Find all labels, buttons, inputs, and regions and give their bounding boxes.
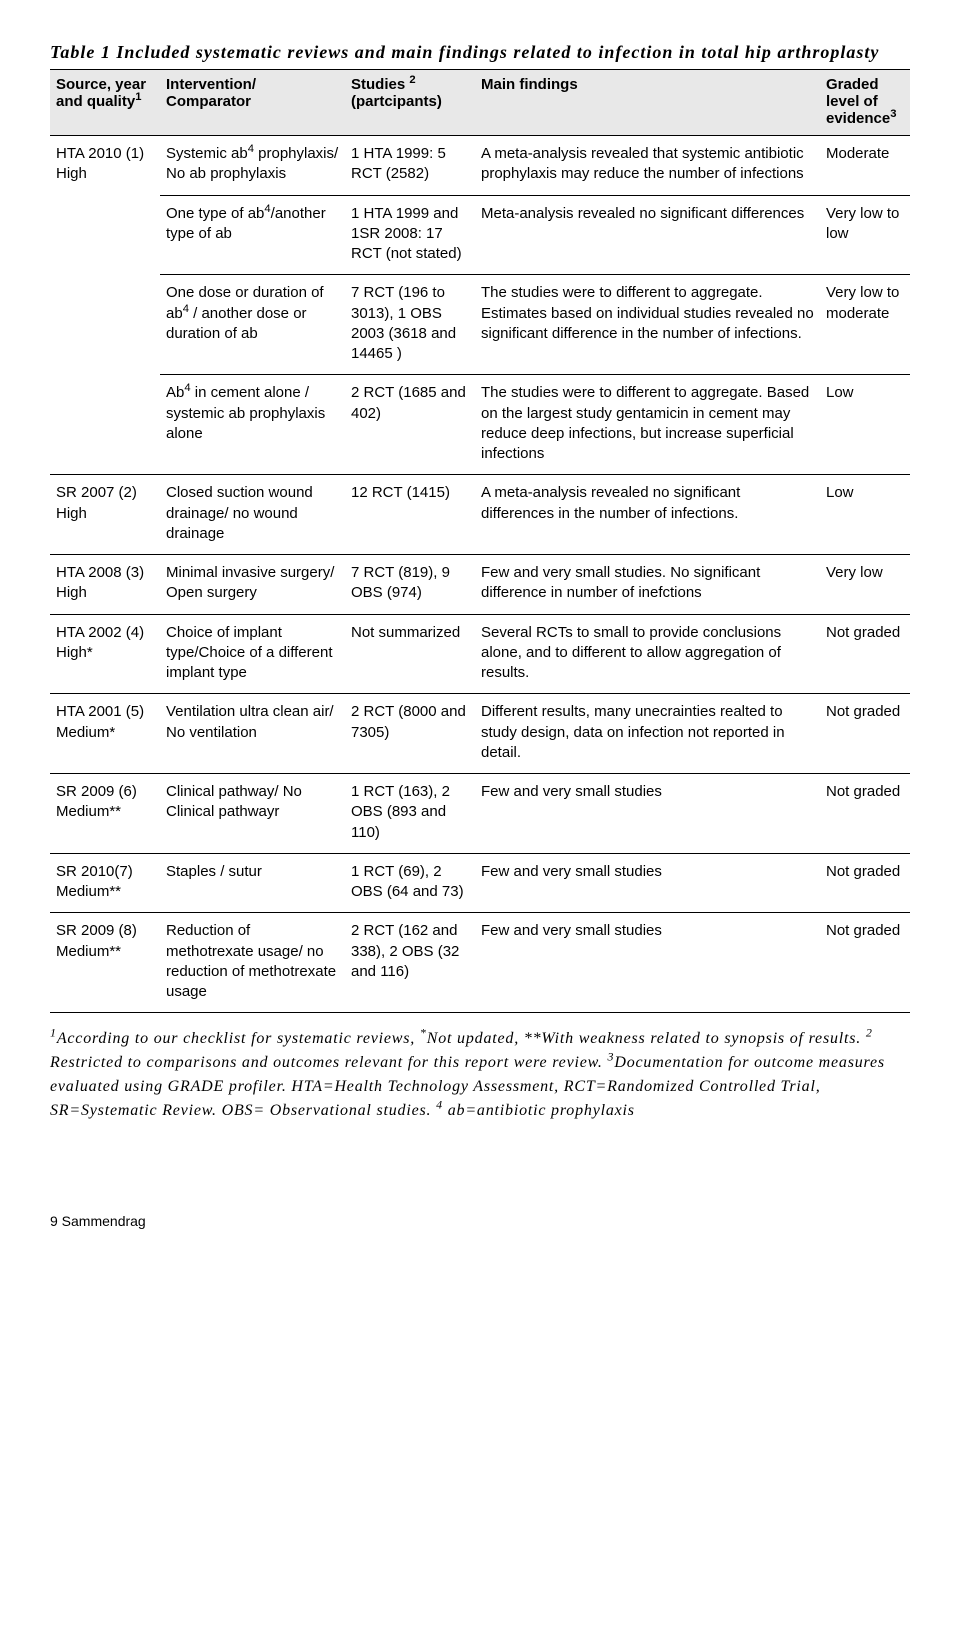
cell-studies: 1 HTA 1999 and 1SR 2008: 17 RCT (not sta… bbox=[345, 195, 475, 275]
cell-findings: Meta-analysis revealed no significant di… bbox=[475, 195, 820, 275]
cell-studies: 2 RCT (8000 and 7305) bbox=[345, 694, 475, 774]
cell-intervention: Systemic ab4 prophylaxis/ No ab prophyla… bbox=[160, 136, 345, 196]
cell-intervention: Minimal invasive surgery/ Open surgery bbox=[160, 555, 345, 615]
th-studies: Studies 2 (partcipants) bbox=[345, 70, 475, 136]
cell-intervention: Choice of implant type/Choice of a diffe… bbox=[160, 614, 345, 694]
cell-studies: 1 RCT (69), 2 OBS (64 and 73) bbox=[345, 853, 475, 913]
table-row: SR 2009 (6) Medium** Clinical pathway/ N… bbox=[50, 774, 910, 854]
cell-intervention: Clinical pathway/ No Clinical pathwayr bbox=[160, 774, 345, 854]
cell-studies: 7 RCT (196 to 3013), 1 OBS 2003 (3618 an… bbox=[345, 275, 475, 375]
cell-grade: Low bbox=[820, 475, 910, 555]
cell-source: HTA 2001 (5) Medium* bbox=[50, 694, 160, 774]
cell-intervention: One dose or duration of ab4 / another do… bbox=[160, 275, 345, 375]
table-row: SR 2009 (8) Medium** Reduction of methot… bbox=[50, 913, 910, 1013]
cell-grade: Not graded bbox=[820, 614, 910, 694]
cell-findings: A meta-analysis revealed no significant … bbox=[475, 475, 820, 555]
th-intervention: Intervention/ Comparator bbox=[160, 70, 345, 136]
th-findings: Main findings bbox=[475, 70, 820, 136]
table-row: HTA 2001 (5) Medium* Ventilation ultra c… bbox=[50, 694, 910, 774]
cell-intervention: Reduction of methotrexate usage/ no redu… bbox=[160, 913, 345, 1013]
cell-findings: Few and very small studies bbox=[475, 853, 820, 913]
cell-source: HTA 2008 (3) High bbox=[50, 555, 160, 615]
cell-findings: The studies were to different to aggrega… bbox=[475, 275, 820, 375]
cell-grade: Very low bbox=[820, 555, 910, 615]
cell-findings: Several RCTs to small to provide conclus… bbox=[475, 614, 820, 694]
cell-findings: The studies were to different to aggrega… bbox=[475, 375, 820, 475]
table-row: SR 2007 (2) High Closed suction wound dr… bbox=[50, 475, 910, 555]
cell-studies: 1 RCT (163), 2 OBS (893 and 110) bbox=[345, 774, 475, 854]
cell-findings: Few and very small studies bbox=[475, 774, 820, 854]
cell-source: SR 2009 (6) Medium** bbox=[50, 774, 160, 854]
table-row: One type of ab4/another type of ab 1 HTA… bbox=[50, 195, 910, 275]
th-source: Source, year and quality1 bbox=[50, 70, 160, 136]
cell-findings: Few and very small studies. No significa… bbox=[475, 555, 820, 615]
table-row: SR 2010(7) Medium** Staples / sutur 1 RC… bbox=[50, 853, 910, 913]
cell-intervention: Closed suction wound drainage/ no wound … bbox=[160, 475, 345, 555]
cell-source: SR 2010(7) Medium** bbox=[50, 853, 160, 913]
table-row: Ab4 in cement alone / systemic ab prophy… bbox=[50, 375, 910, 475]
cell-studies: 2 RCT (162 and 338), 2 OBS (32 and 116) bbox=[345, 913, 475, 1013]
cell-findings: Different results, many unecrainties rea… bbox=[475, 694, 820, 774]
page-footer: 9 Sammendrag bbox=[50, 1213, 910, 1229]
table-title: Table 1 Included systematic reviews and … bbox=[50, 40, 910, 65]
cell-grade: Very low to moderate bbox=[820, 275, 910, 375]
table-row: HTA 2010 (1) High Systemic ab4 prophylax… bbox=[50, 136, 910, 196]
header-row: Source, year and quality1 Intervention/ … bbox=[50, 70, 910, 136]
table-row: One dose or duration of ab4 / another do… bbox=[50, 275, 910, 375]
table-row: HTA 2002 (4) High* Choice of implant typ… bbox=[50, 614, 910, 694]
cell-source: SR 2009 (8) Medium** bbox=[50, 913, 160, 1013]
cell-grade: Not graded bbox=[820, 774, 910, 854]
cell-findings: A meta-analysis revealed that systemic a… bbox=[475, 136, 820, 196]
cell-findings: Few and very small studies bbox=[475, 913, 820, 1013]
cell-intervention: One type of ab4/another type of ab bbox=[160, 195, 345, 275]
cell-intervention: Ventilation ultra clean air/ No ventilat… bbox=[160, 694, 345, 774]
cell-studies: 2 RCT (1685 and 402) bbox=[345, 375, 475, 475]
cell-studies: 12 RCT (1415) bbox=[345, 475, 475, 555]
cell-studies: 1 HTA 1999: 5 RCT (2582) bbox=[345, 136, 475, 196]
cell-source: HTA 2010 (1) High bbox=[50, 136, 160, 475]
cell-source: HTA 2002 (4) High* bbox=[50, 614, 160, 694]
main-table: Source, year and quality1 Intervention/ … bbox=[50, 69, 910, 1013]
cell-grade: Not graded bbox=[820, 913, 910, 1013]
th-grade: Graded level of evidence3 bbox=[820, 70, 910, 136]
cell-grade: Not graded bbox=[820, 853, 910, 913]
cell-source: SR 2007 (2) High bbox=[50, 475, 160, 555]
cell-studies: Not summarized bbox=[345, 614, 475, 694]
table-footnote: 1According to our checklist for systemat… bbox=[50, 1027, 910, 1123]
table-row: HTA 2008 (3) High Minimal invasive surge… bbox=[50, 555, 910, 615]
cell-intervention: Ab4 in cement alone / systemic ab prophy… bbox=[160, 375, 345, 475]
cell-studies: 7 RCT (819), 9 OBS (974) bbox=[345, 555, 475, 615]
cell-grade: Very low to low bbox=[820, 195, 910, 275]
cell-grade: Low bbox=[820, 375, 910, 475]
cell-grade: Moderate bbox=[820, 136, 910, 196]
cell-intervention: Staples / sutur bbox=[160, 853, 345, 913]
cell-grade: Not graded bbox=[820, 694, 910, 774]
